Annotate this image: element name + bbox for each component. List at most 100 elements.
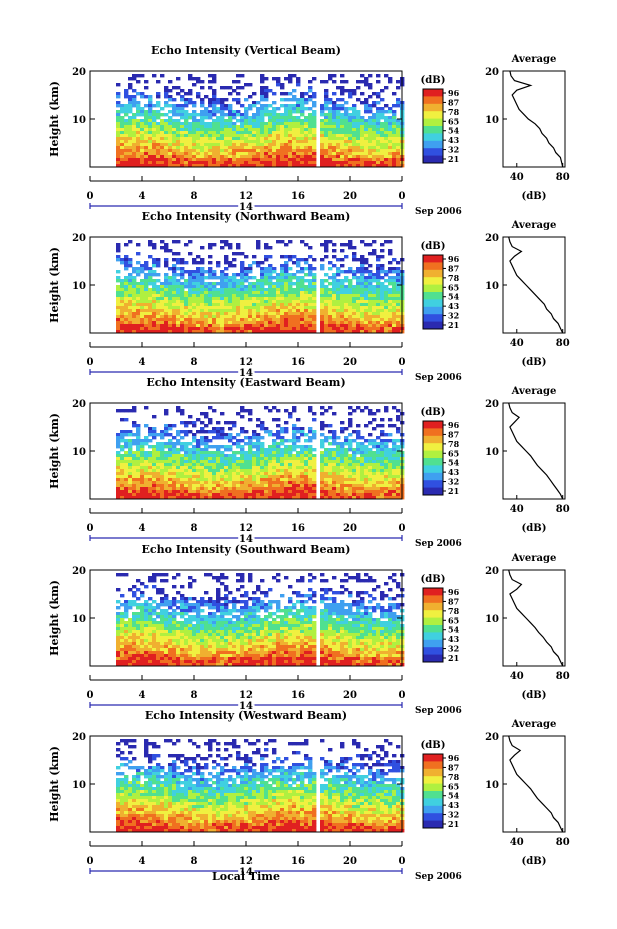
colorbar-tick-label: 96 xyxy=(448,587,460,597)
colorbar-tick-label: 43 xyxy=(448,301,460,311)
average-x-tick-label: 40 xyxy=(510,172,524,183)
colorbar-frame xyxy=(422,420,444,496)
colorbar-tick-label: 21 xyxy=(448,653,459,663)
panel-2: Echo Intensity (Northward Beam) 20 10 Heigh… xyxy=(48,210,570,383)
average-x-tick-label: 40 xyxy=(510,338,524,349)
colorbar-swatch xyxy=(423,480,443,488)
colorbar-swatch xyxy=(423,776,443,784)
average-profile-panel: Average 20 10 40 80 (dB) xyxy=(485,54,570,202)
x-tick-label: 8 xyxy=(191,191,198,202)
x-tick-label: 12 xyxy=(239,191,253,202)
colorbar-tick-label: 54 xyxy=(448,625,460,635)
colorbar-swatch xyxy=(423,133,443,142)
colorbar-swatch xyxy=(423,450,443,459)
colorbar-tick-label: 32 xyxy=(448,145,459,155)
colorbar-swatch xyxy=(423,465,443,474)
colorbar-swatch xyxy=(423,118,443,127)
average-profile-panel: Average 20 10 40 80 (dB) xyxy=(485,220,570,368)
colorbar-swatch xyxy=(423,595,443,604)
colorbar-swatch xyxy=(423,421,443,429)
x-tick-label: 0 xyxy=(87,357,94,368)
colorbar-tick-label: 32 xyxy=(448,644,459,654)
colorbar-swatch xyxy=(423,761,443,770)
heatmap-cells xyxy=(116,240,405,334)
panel-1: Echo Intensity (Vertical Beam) 20 10 Height… xyxy=(48,44,570,217)
heatmap-cells xyxy=(116,74,405,168)
colorbar-swatch xyxy=(423,798,443,807)
y-tick-label: 20 xyxy=(72,67,86,78)
x-tick-label: 0 xyxy=(87,856,94,867)
x-tick-label: 0 xyxy=(399,690,406,701)
colorbar-tick-label: 78 xyxy=(448,439,460,449)
x-tick-label: 12 xyxy=(239,856,253,867)
colorbar-tick-label: 96 xyxy=(448,753,460,763)
x-tick-label: 0 xyxy=(399,856,406,867)
colorbar-tick-label: 87 xyxy=(448,429,459,439)
colorbar-swatch xyxy=(423,791,443,799)
heatmap-cells xyxy=(116,573,405,667)
month-label: Sep 2006 xyxy=(415,872,462,882)
x-tick-label: 20 xyxy=(343,357,357,368)
colorbar-tick-label: 96 xyxy=(448,420,460,430)
average-x-label: (dB) xyxy=(522,191,547,202)
y-tick-label: 20 xyxy=(72,566,86,577)
colorbar-tick-label: 87 xyxy=(448,263,459,273)
x-tick-label: 0 xyxy=(87,191,94,202)
average-profile-line xyxy=(508,402,564,500)
colorbar-swatch xyxy=(423,443,443,451)
colorbar-tick-label: 78 xyxy=(448,273,460,283)
x-tick-label: 4 xyxy=(139,191,146,202)
x-tick-label: 0 xyxy=(399,191,406,202)
y-tick-label: 20 xyxy=(72,399,86,410)
y-axis-label: Height (km) xyxy=(48,247,61,323)
colorbar-swatch xyxy=(423,314,443,322)
average-y-tick-label: 20 xyxy=(485,399,499,410)
colorbar-swatch xyxy=(423,654,443,663)
colorbar-tick-label: 21 xyxy=(448,819,459,829)
colorbar-swatch xyxy=(423,632,443,641)
colorbar-frame xyxy=(422,88,444,164)
month-label: Sep 2006 xyxy=(415,706,462,716)
colorbar-title: (dB) xyxy=(421,241,446,252)
colorbar-swatch xyxy=(423,435,443,444)
average-profile-panel: Average 20 10 40 80 (dB) xyxy=(485,719,570,867)
x-tick-label: 0 xyxy=(87,523,94,534)
average-y-tick-label: 20 xyxy=(485,566,499,577)
panel-4: Echo Intensity (Southward Beam) 20 10 Heigh… xyxy=(48,543,570,716)
y-tick-label: 20 xyxy=(72,233,86,244)
x-tick-label: 20 xyxy=(343,523,357,534)
colorbar-swatch xyxy=(423,617,443,626)
panel-title: Echo Intensity (Northward Beam) xyxy=(142,210,351,223)
colorbar-tick-label: 32 xyxy=(448,810,459,820)
panel-3: Echo Intensity (Eastward Beam) 20 10 Height… xyxy=(48,376,570,549)
colorbar-tick-label: 65 xyxy=(448,116,459,126)
colorbar-tick-label: 78 xyxy=(448,606,460,616)
colorbar-tick-label: 78 xyxy=(448,772,460,782)
average-x-tick-label: 40 xyxy=(510,671,524,682)
day-label: 14 xyxy=(239,701,253,712)
average-x-tick-label: 80 xyxy=(556,671,570,682)
average-x-label: (dB) xyxy=(522,856,547,867)
average-title: Average xyxy=(511,386,557,397)
colorbar-swatch xyxy=(423,813,443,821)
colorbar-swatch xyxy=(423,602,443,611)
panel-title: Echo Intensity (Southward Beam) xyxy=(142,543,351,556)
colorbar-swatch xyxy=(423,768,443,777)
average-x-label: (dB) xyxy=(522,690,547,701)
colorbar-tick-label: 32 xyxy=(448,477,459,487)
heatmap-cells xyxy=(116,406,405,500)
x-tick-label: 16 xyxy=(291,856,305,867)
panel-title: Echo Intensity (Eastward Beam) xyxy=(146,376,345,389)
colorbar-swatch xyxy=(423,277,443,285)
y-tick-label: 10 xyxy=(72,281,86,292)
x-tick-label: 8 xyxy=(191,856,198,867)
colorbar-tick-label: 43 xyxy=(448,634,460,644)
average-profile-line xyxy=(508,569,564,667)
colorbar-title: (dB) xyxy=(421,740,446,751)
colorbar-swatch xyxy=(423,148,443,156)
average-y-tick-label: 10 xyxy=(485,115,499,126)
colorbar-frame xyxy=(422,587,444,663)
colorbar-swatch xyxy=(423,111,443,119)
average-x-label: (dB) xyxy=(522,357,547,368)
colorbar-tick-label: 32 xyxy=(448,311,459,321)
